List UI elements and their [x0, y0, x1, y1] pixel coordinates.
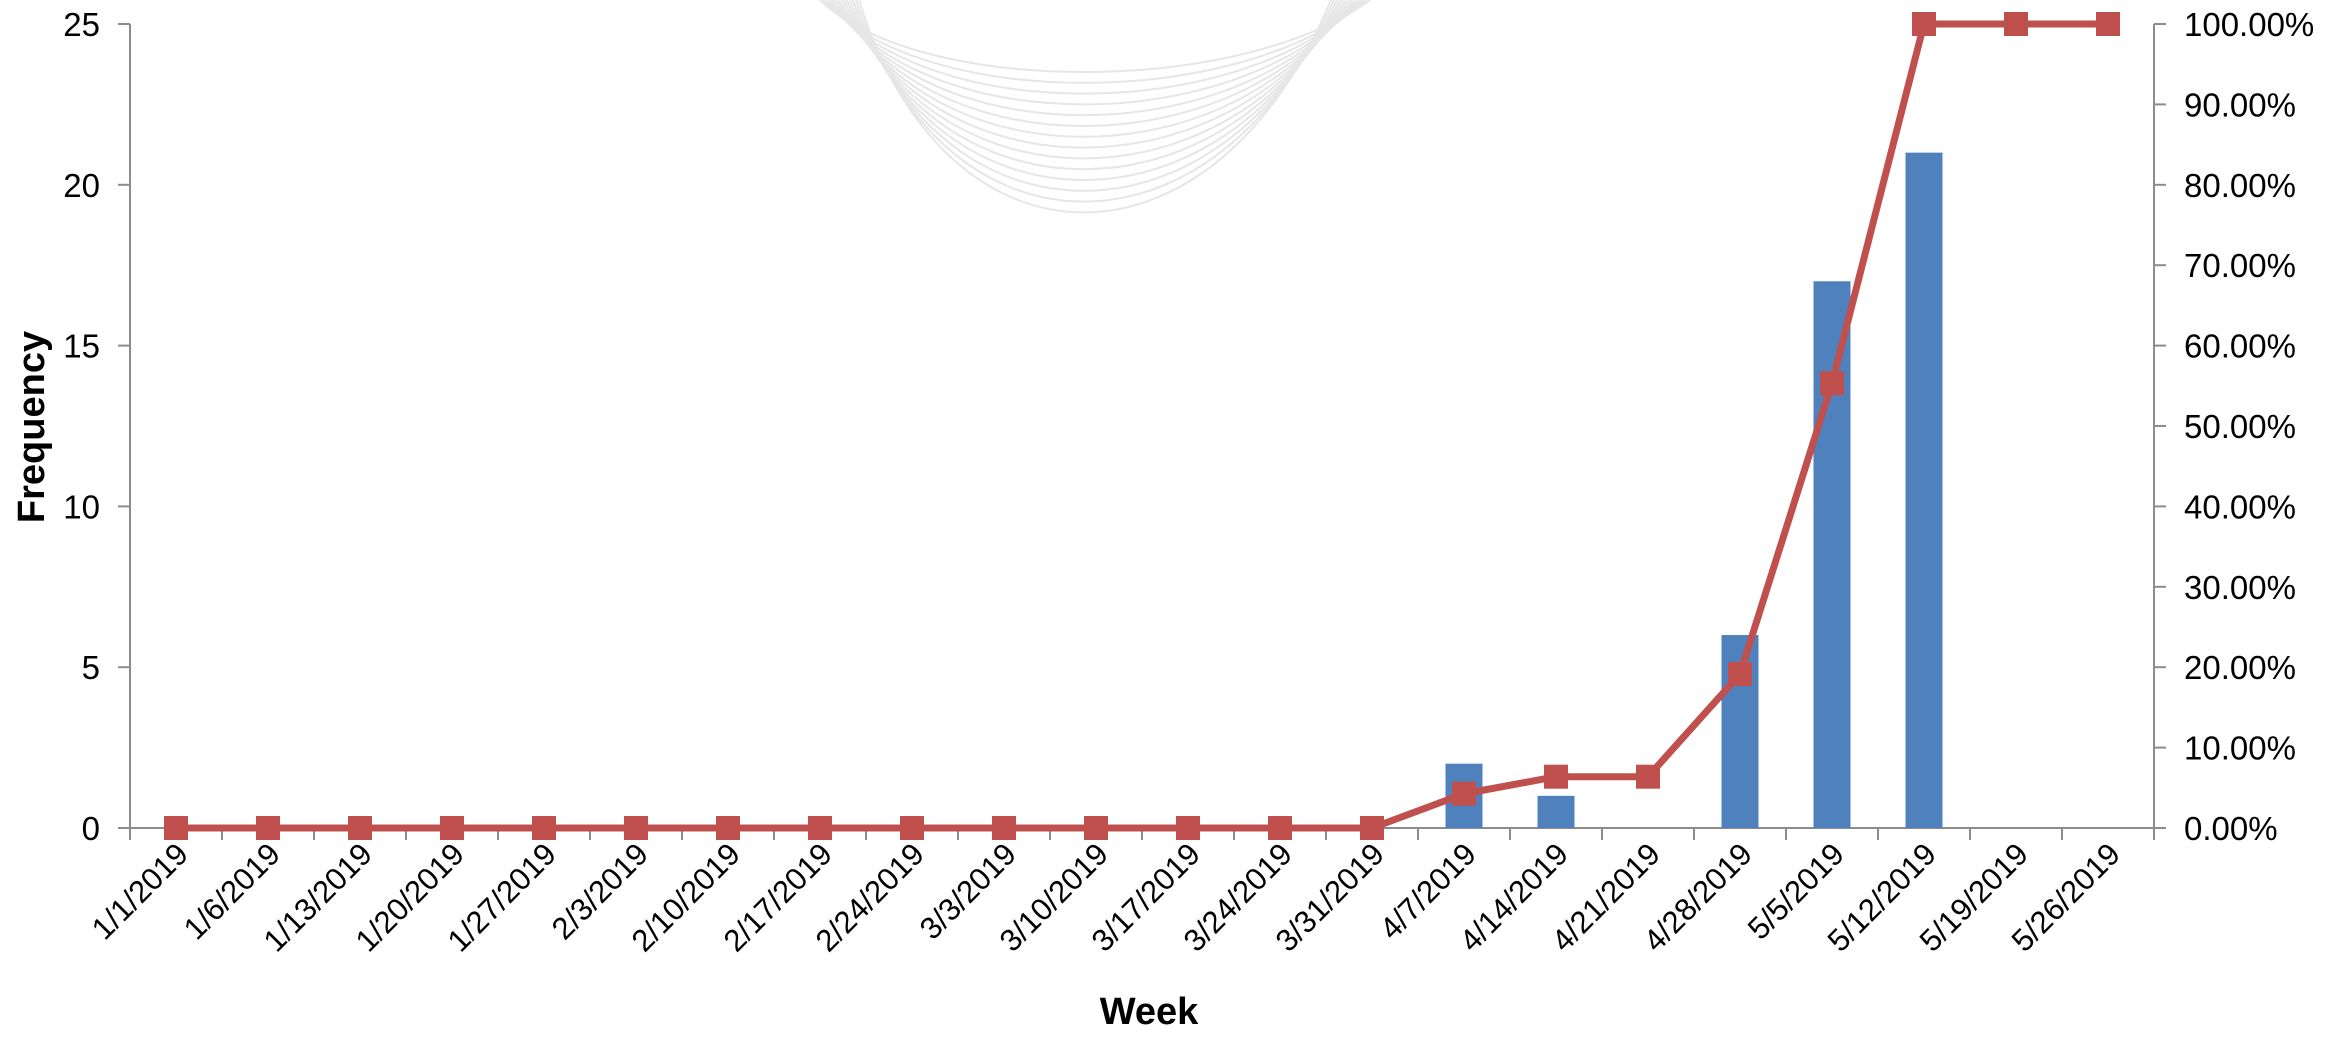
- line-marker: [532, 816, 556, 840]
- line-marker: [992, 816, 1016, 840]
- line-marker: [1820, 371, 1844, 396]
- bar-series: [1445, 152, 1943, 828]
- x-tick-label: 1/1/2019: [85, 836, 195, 946]
- line-marker: [164, 816, 188, 840]
- watermark-curve: [849, 0, 1341, 181]
- line-marker: [1912, 12, 1936, 36]
- watermark-curve: [840, 0, 1350, 149]
- line-marker: [808, 816, 832, 840]
- background-watermark: [819, 0, 1371, 214]
- left-y-tick-label: 15: [63, 328, 100, 365]
- watermark-curve: [846, 0, 1344, 171]
- line-marker: [440, 816, 464, 840]
- watermark-curve: [825, 0, 1365, 95]
- bar: [1813, 281, 1851, 828]
- line-marker: [256, 816, 280, 840]
- line-marker: [900, 816, 924, 840]
- line-marker: [1268, 816, 1292, 840]
- line-marker: [1084, 816, 1108, 840]
- right-y-tick-label: 100.00%: [2184, 6, 2314, 43]
- right-y-tick-label: 70.00%: [2184, 247, 2296, 284]
- line-marker: [2096, 12, 2120, 36]
- bar: [1537, 795, 1575, 828]
- cumulative-line: [176, 20, 2108, 832]
- watermark-curve: [852, 0, 1338, 192]
- right-y-tick-label: 50.00%: [2184, 408, 2296, 445]
- right-y-tick-label: 60.00%: [2184, 328, 2296, 365]
- watermark-curve: [858, 0, 1332, 214]
- watermark-curve: [855, 0, 1335, 203]
- line-marker: [716, 816, 740, 840]
- line-marker: [2004, 12, 2028, 36]
- x-axis-title: Week: [1100, 991, 1199, 1032]
- line-marker: [1728, 662, 1752, 687]
- watermark-curve: [822, 0, 1368, 84]
- watermark-curve: [834, 0, 1356, 127]
- bar: [1905, 152, 1943, 828]
- left-y-tick-label: 10: [63, 488, 100, 525]
- watermark-curve: [831, 0, 1359, 117]
- watermark-curve: [819, 0, 1371, 73]
- left-y-tick-label: 20: [63, 167, 100, 204]
- right-y-tick-label: 30.00%: [2184, 569, 2296, 606]
- axis-labels: 0 5 10 15 20 25 0.00% 10.00% 20.00% 30.00% 40.00% 5…: [63, 6, 2314, 958]
- watermark-curve: [837, 0, 1353, 138]
- right-y-tick-label: 10.00%: [2184, 730, 2296, 767]
- line-marker: [1176, 816, 1200, 840]
- line-marker: [1360, 816, 1384, 840]
- right-y-tick-label: 20.00%: [2184, 649, 2296, 686]
- line-marker: [348, 816, 372, 840]
- left-y-tick-label: 5: [82, 649, 100, 686]
- watermark-curve: [828, 0, 1362, 106]
- watermark-curve: [843, 0, 1347, 160]
- left-y-tick-label: 25: [63, 6, 100, 43]
- line-marker: [1452, 781, 1476, 806]
- left-y-tick-label: 0: [82, 810, 100, 847]
- line-marker: [1544, 764, 1568, 789]
- right-y-tick-label: 40.00%: [2184, 488, 2296, 525]
- cumulative-line-series: [164, 12, 2120, 840]
- y-axis-title: Frequency: [11, 331, 53, 523]
- right-y-tick-label: 80.00%: [2184, 167, 2296, 204]
- right-y-tick-label: 0.00%: [2184, 810, 2278, 847]
- right-y-tick-label: 90.00%: [2184, 86, 2296, 123]
- line-marker: [624, 816, 648, 840]
- axes: [118, 23, 2166, 840]
- line-marker: [1636, 764, 1660, 789]
